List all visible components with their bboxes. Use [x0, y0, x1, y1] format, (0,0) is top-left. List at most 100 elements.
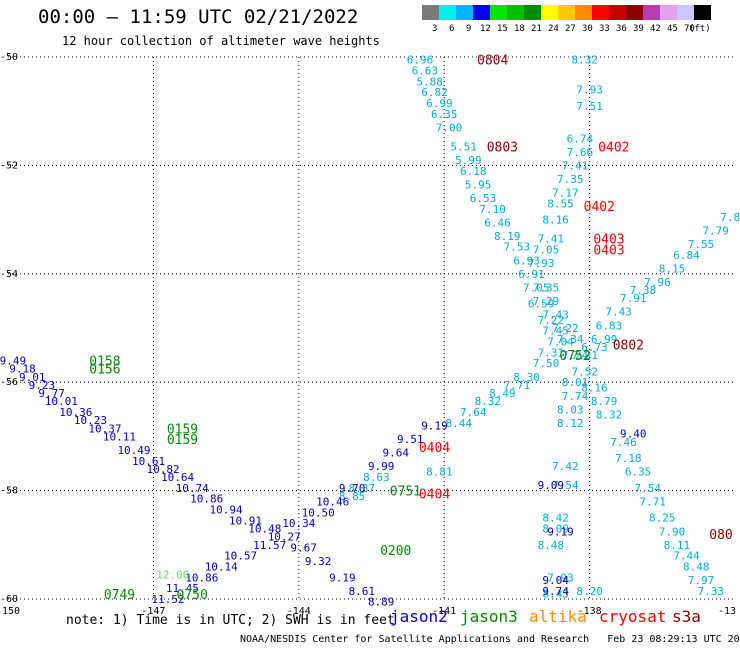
wave-height-value: 7.51: [576, 100, 603, 113]
wave-height-value: 10.86: [190, 493, 223, 506]
wave-height-value: 10.46: [316, 495, 349, 508]
legend-label: 18: [514, 24, 525, 34]
legend-label: 70: [684, 24, 695, 34]
wave-height-value: 10.36: [59, 406, 92, 419]
lat-tick-label: -56: [0, 377, 18, 388]
pass-time-label: 0159: [167, 433, 198, 448]
satellite-legend-item: altika: [529, 607, 587, 626]
pass-time-label: 0200: [380, 544, 411, 559]
pass-time-label: 0159: [167, 422, 198, 437]
wave-height-value: 7.43: [605, 306, 632, 319]
legend-label: 39: [633, 24, 644, 34]
credit-line: NOAA/NESDIS Center for Satellite Applica…: [240, 634, 740, 645]
wave-height-value: 7.17: [552, 187, 579, 200]
wave-height-value: 8.16: [542, 214, 569, 227]
wave-height-value: 7.90: [659, 525, 686, 538]
lon-tick-label: -138: [578, 606, 602, 617]
footnote: note: 1) Time is in UTC; 2) SWH is in fe…: [66, 613, 395, 628]
wave-height-value: 8.48: [538, 539, 565, 552]
lon-tick-label: -147: [141, 606, 165, 617]
lon-tick-label: -144: [287, 606, 311, 617]
satellite-legend-item: s3a: [672, 607, 701, 626]
wave-height-value: 11.57: [253, 539, 286, 552]
wave-height-value: 8.49: [489, 387, 516, 400]
wave-height-value: 9.40: [620, 428, 647, 441]
wave-height-value: 9.19: [421, 420, 448, 433]
legend-swatch: [524, 5, 541, 20]
pass-time-label: 0749: [104, 588, 135, 603]
wave-height-value: 7.42: [552, 460, 579, 473]
wave-height-value: 10.74: [176, 482, 209, 495]
wave-height-value: 8.32: [572, 54, 599, 67]
wave-height-value: 12.00: [156, 569, 189, 582]
wave-height-value: 8.15: [659, 262, 686, 275]
map-subtitle: 12 hour collection of altimeter wave hei…: [62, 34, 380, 48]
wave-height-value: 6.74: [567, 132, 594, 145]
wave-height-value: 10.27: [268, 531, 301, 544]
wave-height-value: 7.21: [572, 349, 599, 362]
pass-time-label: 0156: [89, 363, 120, 378]
wave-height-value: 8.20: [576, 585, 603, 598]
wave-height-value: 7.93: [547, 571, 574, 584]
wave-height-value: 8.01: [562, 376, 589, 389]
legend-swatch: [660, 5, 677, 20]
wave-height-value: 7.35: [533, 281, 560, 294]
satellite-legend-item: jason2: [390, 607, 448, 626]
pass-time-label: 0804: [477, 54, 508, 69]
wave-height-value: 8.55: [547, 197, 574, 210]
wave-height-value: 7.05: [523, 281, 550, 294]
satellite-legend-item: jason3: [460, 607, 518, 626]
wave-height-value: 7.96: [644, 276, 671, 289]
wave-height-value: 10.48: [248, 523, 281, 536]
wave-height-value: 8.11: [664, 539, 691, 552]
legend-label: 9: [466, 24, 472, 34]
lon-tick-label: -150: [0, 606, 20, 617]
wave-height-value: 6.73: [581, 341, 608, 354]
legend-label: 27: [565, 24, 576, 34]
wave-height-value: 8.32: [596, 409, 623, 422]
map-title: 00:00 – 11:59 UTC 02/21/2022: [38, 6, 359, 28]
wave-height-value: 9.01: [19, 371, 46, 384]
pass-time-label: 0750: [177, 588, 208, 603]
wave-height-value: 8.32: [475, 395, 502, 408]
wave-height-value: 8.63: [363, 471, 390, 484]
wave-height-value: 11.52: [151, 593, 184, 606]
wave-height-value: 9.09: [538, 479, 565, 492]
pass-time-label: 0158: [89, 355, 120, 370]
legend-swatch: [592, 5, 609, 20]
legend-label: 36: [616, 24, 627, 34]
wave-height-value: 8.12: [557, 417, 584, 430]
wave-height-value: 9.51: [397, 433, 424, 446]
wave-height-value: 7.29: [533, 295, 560, 308]
wave-height-value: 7.93: [528, 257, 555, 270]
wave-height-value: 9.64: [382, 447, 409, 460]
wave-height-value: 6.35: [431, 108, 458, 121]
wave-height-value: 7.54: [635, 482, 662, 495]
wave-height-value: 8.61: [349, 585, 376, 598]
wave-height-value: 7.46: [610, 436, 637, 449]
wave-height-value: 9.99: [368, 460, 395, 473]
wave-height-value: 7.52: [572, 365, 599, 378]
wave-height-value: 8.09: [542, 523, 569, 536]
wave-height-value: 5.51: [450, 140, 477, 153]
wave-height-value: 11.45: [166, 582, 199, 595]
wave-height-value: 6.84: [673, 249, 700, 262]
legend-swatch: [558, 5, 575, 20]
wave-height-value: 9.23: [29, 379, 56, 392]
satellite-legend-item: cryosat: [599, 607, 667, 626]
wave-height-value: 7.71: [504, 379, 531, 392]
wave-height-value: 8.19: [494, 230, 521, 243]
wave-height-value: 8.25: [649, 512, 676, 525]
legend-swatch: [575, 5, 592, 20]
wave-height-value: 7.33: [698, 585, 725, 598]
wave-height-value: 8.79: [591, 395, 618, 408]
wave-height-value: 10.64: [161, 471, 194, 484]
legend-label: 21: [531, 24, 542, 34]
wave-height-value: 10.23: [74, 414, 107, 427]
pass-time-label: 0402: [598, 140, 629, 155]
wave-height-value: 6.91: [518, 268, 545, 281]
wave-height-value: 9.32: [305, 555, 332, 568]
lat-tick-label: -58: [0, 486, 18, 497]
wave-height-value: 8.85: [339, 490, 366, 503]
wave-height-value: 8.43: [542, 588, 569, 601]
